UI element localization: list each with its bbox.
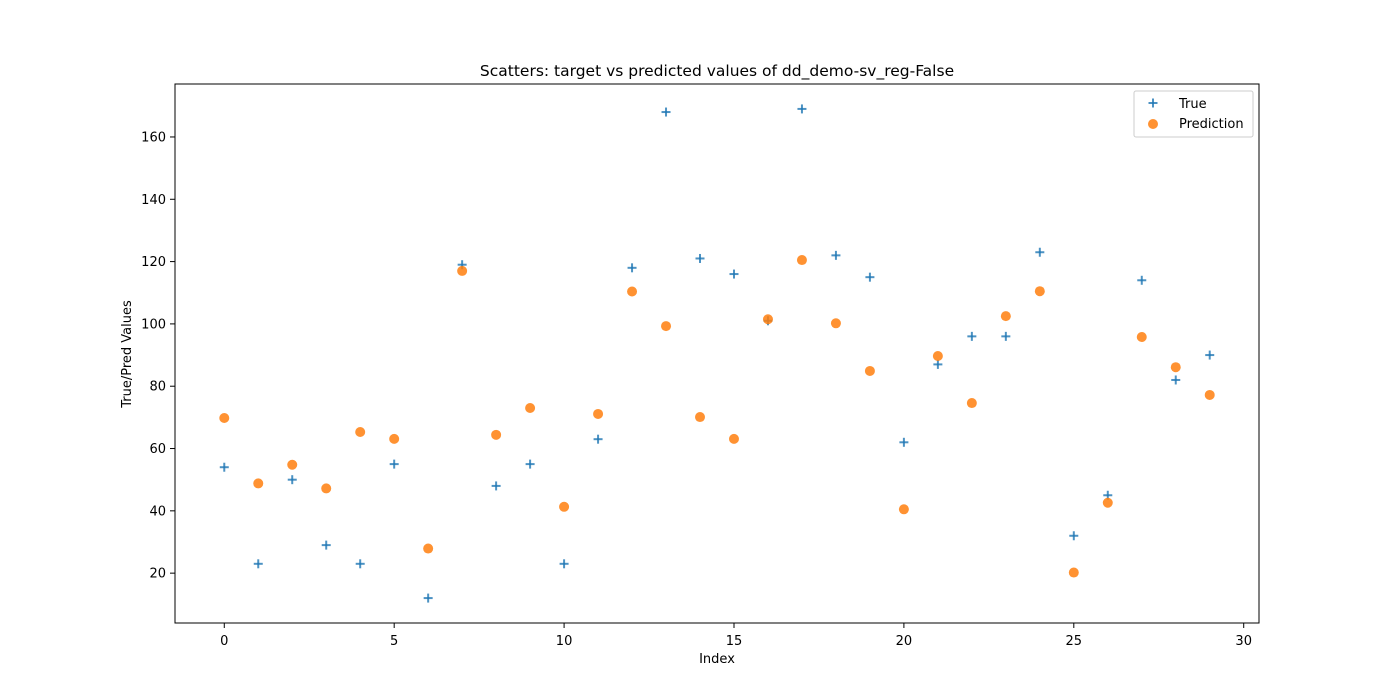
prediction-point bbox=[932, 350, 943, 361]
x-axis-ticks: 0 5 10 15 20 25 30 bbox=[220, 623, 1252, 649]
legend-true-marker bbox=[1148, 98, 1158, 108]
true-point bbox=[1001, 331, 1011, 341]
prediction-point bbox=[762, 314, 773, 325]
prediction-point bbox=[593, 408, 604, 419]
true-point bbox=[219, 462, 229, 472]
prediction-point bbox=[1034, 286, 1045, 297]
true-point bbox=[831, 250, 841, 260]
true-point bbox=[355, 559, 365, 569]
true-point bbox=[1205, 350, 1215, 360]
y-axis-label: True/Pred Values bbox=[120, 300, 135, 409]
x-tick-label: 0 bbox=[220, 634, 228, 649]
true-point bbox=[1171, 375, 1181, 385]
true-point bbox=[525, 459, 535, 469]
true-point bbox=[899, 437, 909, 447]
plot-marks bbox=[219, 104, 1215, 603]
x-tick-label: 15 bbox=[726, 634, 743, 649]
legend-label-prediction: Prediction bbox=[1179, 117, 1244, 132]
true-point bbox=[729, 269, 739, 279]
prediction-point bbox=[661, 321, 672, 332]
true-point bbox=[1035, 247, 1045, 257]
true-point bbox=[797, 104, 807, 114]
prediction-point bbox=[796, 255, 807, 266]
y-tick-label: 120 bbox=[141, 255, 166, 270]
prediction-point bbox=[423, 543, 434, 554]
true-point bbox=[321, 540, 331, 550]
true-point bbox=[865, 272, 875, 282]
prediction-point bbox=[1204, 389, 1215, 400]
prediction-point bbox=[966, 398, 977, 409]
true-point bbox=[661, 107, 671, 117]
y-tick-label: 140 bbox=[141, 193, 166, 208]
prediction-point bbox=[695, 412, 706, 423]
plot-area-frame bbox=[174, 83, 1260, 624]
prediction-point bbox=[1136, 331, 1147, 342]
true-point bbox=[253, 559, 263, 569]
prediction-point bbox=[457, 265, 468, 276]
legend-true-plus bbox=[1148, 98, 1158, 108]
chart-title: Scatters: target vs predicted values of … bbox=[480, 62, 954, 81]
true-point bbox=[695, 253, 705, 263]
true-point bbox=[287, 475, 297, 485]
y-tick-label: 40 bbox=[149, 504, 166, 519]
prediction-point bbox=[253, 478, 264, 489]
true-point bbox=[967, 331, 977, 341]
prediction-point bbox=[898, 504, 909, 515]
legend: True Prediction bbox=[1133, 90, 1254, 138]
true-point bbox=[627, 263, 637, 273]
prediction-point bbox=[1000, 311, 1011, 322]
y-tick-label: 20 bbox=[149, 567, 166, 582]
prediction-point bbox=[1170, 362, 1181, 373]
legend-prediction-dot bbox=[1148, 119, 1158, 129]
legend-box bbox=[1133, 90, 1254, 138]
y-tick-label: 160 bbox=[141, 130, 166, 145]
true-point bbox=[933, 359, 943, 369]
prediction-point bbox=[389, 433, 400, 444]
prediction-point bbox=[830, 318, 841, 329]
true-point bbox=[389, 459, 399, 469]
prediction-point bbox=[864, 365, 875, 376]
prediction-point bbox=[355, 427, 366, 438]
y-tick-label: 100 bbox=[141, 317, 166, 332]
prediction-point bbox=[1102, 497, 1113, 508]
x-tick-label: 25 bbox=[1066, 634, 1083, 649]
prediction-point bbox=[728, 433, 739, 444]
true-point bbox=[593, 434, 603, 444]
y-tick-label: 60 bbox=[149, 442, 166, 457]
prediction-point bbox=[287, 459, 298, 470]
prediction-point bbox=[491, 429, 502, 440]
x-axis-label: Index bbox=[699, 652, 735, 667]
true-point bbox=[1069, 531, 1079, 541]
x-tick-label: 5 bbox=[390, 634, 398, 649]
x-tick-label: 10 bbox=[556, 634, 573, 649]
true-point bbox=[559, 559, 569, 569]
prediction-point bbox=[321, 483, 332, 494]
x-tick-label: 20 bbox=[896, 634, 913, 649]
prediction-point bbox=[1068, 567, 1079, 578]
y-tick-label: 80 bbox=[149, 380, 166, 395]
prediction-point bbox=[627, 286, 638, 297]
legend-prediction-marker bbox=[1148, 119, 1158, 129]
prediction-point bbox=[525, 403, 536, 414]
true-point bbox=[1137, 275, 1147, 285]
prediction-point bbox=[559, 501, 570, 512]
legend-label-true: True bbox=[1178, 97, 1207, 112]
y-axis-ticks: 20 40 60 80 100 120 140 160 bbox=[141, 130, 175, 582]
true-point bbox=[491, 481, 501, 491]
true-point bbox=[423, 593, 433, 603]
x-tick-label: 30 bbox=[1235, 634, 1252, 649]
prediction-point bbox=[219, 412, 230, 423]
